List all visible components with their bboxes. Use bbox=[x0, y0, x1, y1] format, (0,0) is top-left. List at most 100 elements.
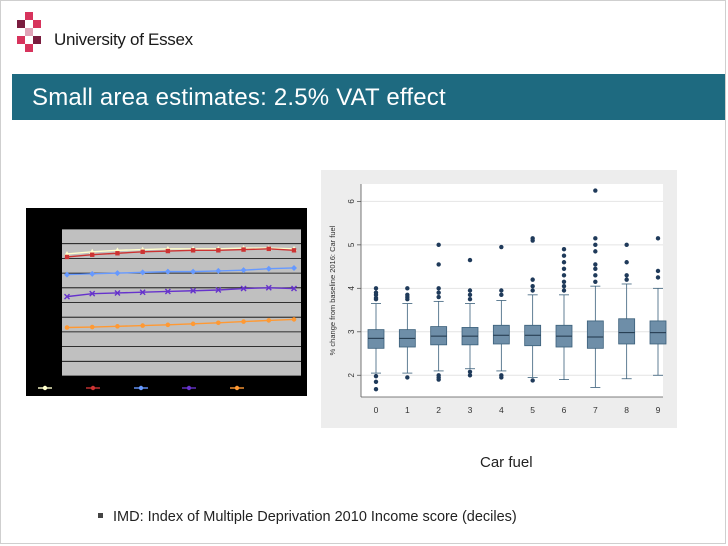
outlier-point bbox=[530, 378, 535, 383]
outlier-point bbox=[593, 236, 598, 241]
logo-square bbox=[25, 44, 33, 52]
data-point bbox=[265, 265, 272, 272]
outlier-point bbox=[436, 377, 441, 382]
data-point bbox=[164, 268, 171, 275]
y-axis-label: % change from baseline 2016: Car fuel bbox=[328, 225, 337, 355]
data-point bbox=[64, 293, 70, 300]
legend-marker bbox=[138, 385, 144, 391]
data-point bbox=[64, 254, 70, 260]
outlier-point bbox=[561, 283, 567, 289]
outlier-point bbox=[593, 262, 598, 267]
outlier-point bbox=[561, 279, 567, 285]
data-point bbox=[139, 289, 146, 296]
y-tick-label: 6 bbox=[347, 199, 356, 204]
outlier-point bbox=[499, 292, 504, 298]
data-point bbox=[165, 322, 171, 328]
outlier-point bbox=[467, 373, 473, 378]
outlier-point bbox=[593, 249, 598, 254]
data-point bbox=[64, 271, 70, 278]
chart-caption: Car fuel bbox=[480, 454, 533, 471]
series-line bbox=[66, 287, 295, 298]
logo-square bbox=[25, 12, 33, 20]
outlier-point bbox=[624, 277, 629, 282]
outlier-point bbox=[373, 295, 379, 301]
box bbox=[367, 329, 385, 349]
x-tick-label: 9 bbox=[656, 405, 661, 415]
plot-area bbox=[361, 184, 663, 397]
data-point bbox=[140, 249, 145, 254]
outlier-point bbox=[405, 375, 410, 380]
outlier-point bbox=[467, 369, 473, 374]
data-point bbox=[89, 324, 95, 330]
box bbox=[492, 324, 510, 345]
slide-title: Small area estimates: 2.5% VAT effect bbox=[32, 84, 446, 111]
logo-square bbox=[33, 36, 41, 44]
outlier-point bbox=[624, 273, 629, 278]
data-point bbox=[89, 270, 96, 277]
data-point bbox=[241, 247, 246, 252]
data-point bbox=[64, 325, 70, 330]
data-point bbox=[114, 289, 121, 296]
outlier-point bbox=[624, 260, 629, 265]
box-plot-svg: 2 3 4 5 6 % change from baseline 2016: Car fu… bbox=[328, 184, 667, 415]
x-tick-label: 7 bbox=[593, 405, 598, 415]
outlier-point bbox=[436, 242, 441, 248]
data-point bbox=[90, 252, 95, 257]
outlier-point bbox=[561, 273, 567, 278]
outlier-point bbox=[499, 288, 504, 293]
outlier-point bbox=[436, 286, 441, 291]
data-point bbox=[240, 285, 247, 292]
legend-marker bbox=[234, 385, 240, 391]
bullet-text: IMD: Index of Multiple Deprivation 2010 … bbox=[113, 509, 517, 525]
legend-marker bbox=[90, 385, 96, 391]
outlier-point bbox=[593, 242, 598, 248]
line-chart bbox=[26, 208, 307, 396]
y-tick-label: 2 bbox=[347, 372, 356, 377]
x-tick-label: 3 bbox=[468, 405, 473, 415]
data-point bbox=[266, 246, 271, 252]
data-point bbox=[265, 284, 272, 291]
title-bar: Small area estimates: 2.5% VAT effect bbox=[12, 74, 725, 120]
data-point bbox=[215, 267, 222, 274]
x-tick-label: 4 bbox=[499, 405, 504, 415]
x-tick-label: 1 bbox=[405, 405, 410, 415]
outlier-point bbox=[499, 375, 504, 380]
outlier-point bbox=[530, 236, 535, 241]
data-point bbox=[266, 318, 272, 323]
outlier-point bbox=[405, 294, 410, 300]
outlier-point bbox=[593, 273, 598, 278]
outlier-point bbox=[530, 283, 535, 289]
outlier-point bbox=[655, 268, 661, 274]
outlier-point bbox=[593, 266, 598, 271]
data-point bbox=[165, 248, 171, 254]
x-tick-label: 5 bbox=[530, 405, 535, 415]
outlier-point bbox=[436, 290, 441, 295]
data-point bbox=[291, 248, 297, 253]
data-point bbox=[240, 267, 247, 274]
data-point bbox=[216, 320, 221, 326]
outlier-point bbox=[624, 242, 629, 248]
line-chart-svg bbox=[38, 228, 301, 391]
outlier-point bbox=[373, 290, 379, 295]
data-point bbox=[291, 285, 297, 292]
outlier-point bbox=[561, 288, 567, 293]
x-tick-label: 2 bbox=[436, 405, 441, 415]
outlier-point bbox=[561, 253, 567, 258]
bullet-square-icon bbox=[98, 513, 103, 518]
box bbox=[618, 318, 636, 345]
box bbox=[586, 320, 604, 349]
x-tick-label: 0 bbox=[374, 405, 379, 415]
data-point bbox=[291, 317, 297, 322]
outlier-point bbox=[467, 288, 473, 293]
outlier-point bbox=[405, 286, 410, 291]
data-point bbox=[115, 251, 120, 256]
outlier-point bbox=[467, 292, 473, 298]
outlier-point bbox=[436, 294, 441, 300]
box-plot-chart: 2 3 4 5 6 % change from baseline 2016: Car fu… bbox=[321, 170, 677, 428]
data-point bbox=[190, 268, 197, 275]
logo-square bbox=[17, 36, 25, 44]
outlier-point bbox=[561, 247, 567, 252]
data-point bbox=[139, 269, 146, 276]
data-point bbox=[291, 264, 297, 271]
